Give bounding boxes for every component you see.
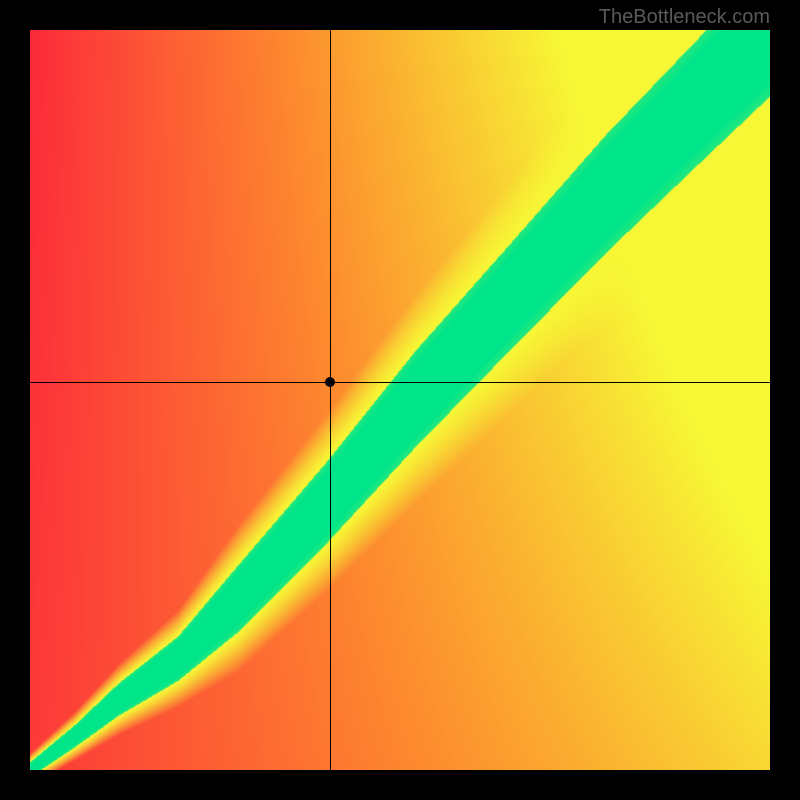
crosshair-horizontal	[30, 382, 770, 383]
heatmap-canvas	[30, 30, 770, 770]
marker-point	[325, 377, 335, 387]
attribution-text: TheBottleneck.com	[599, 6, 770, 29]
chart-container	[30, 30, 770, 770]
crosshair-vertical	[330, 30, 331, 770]
